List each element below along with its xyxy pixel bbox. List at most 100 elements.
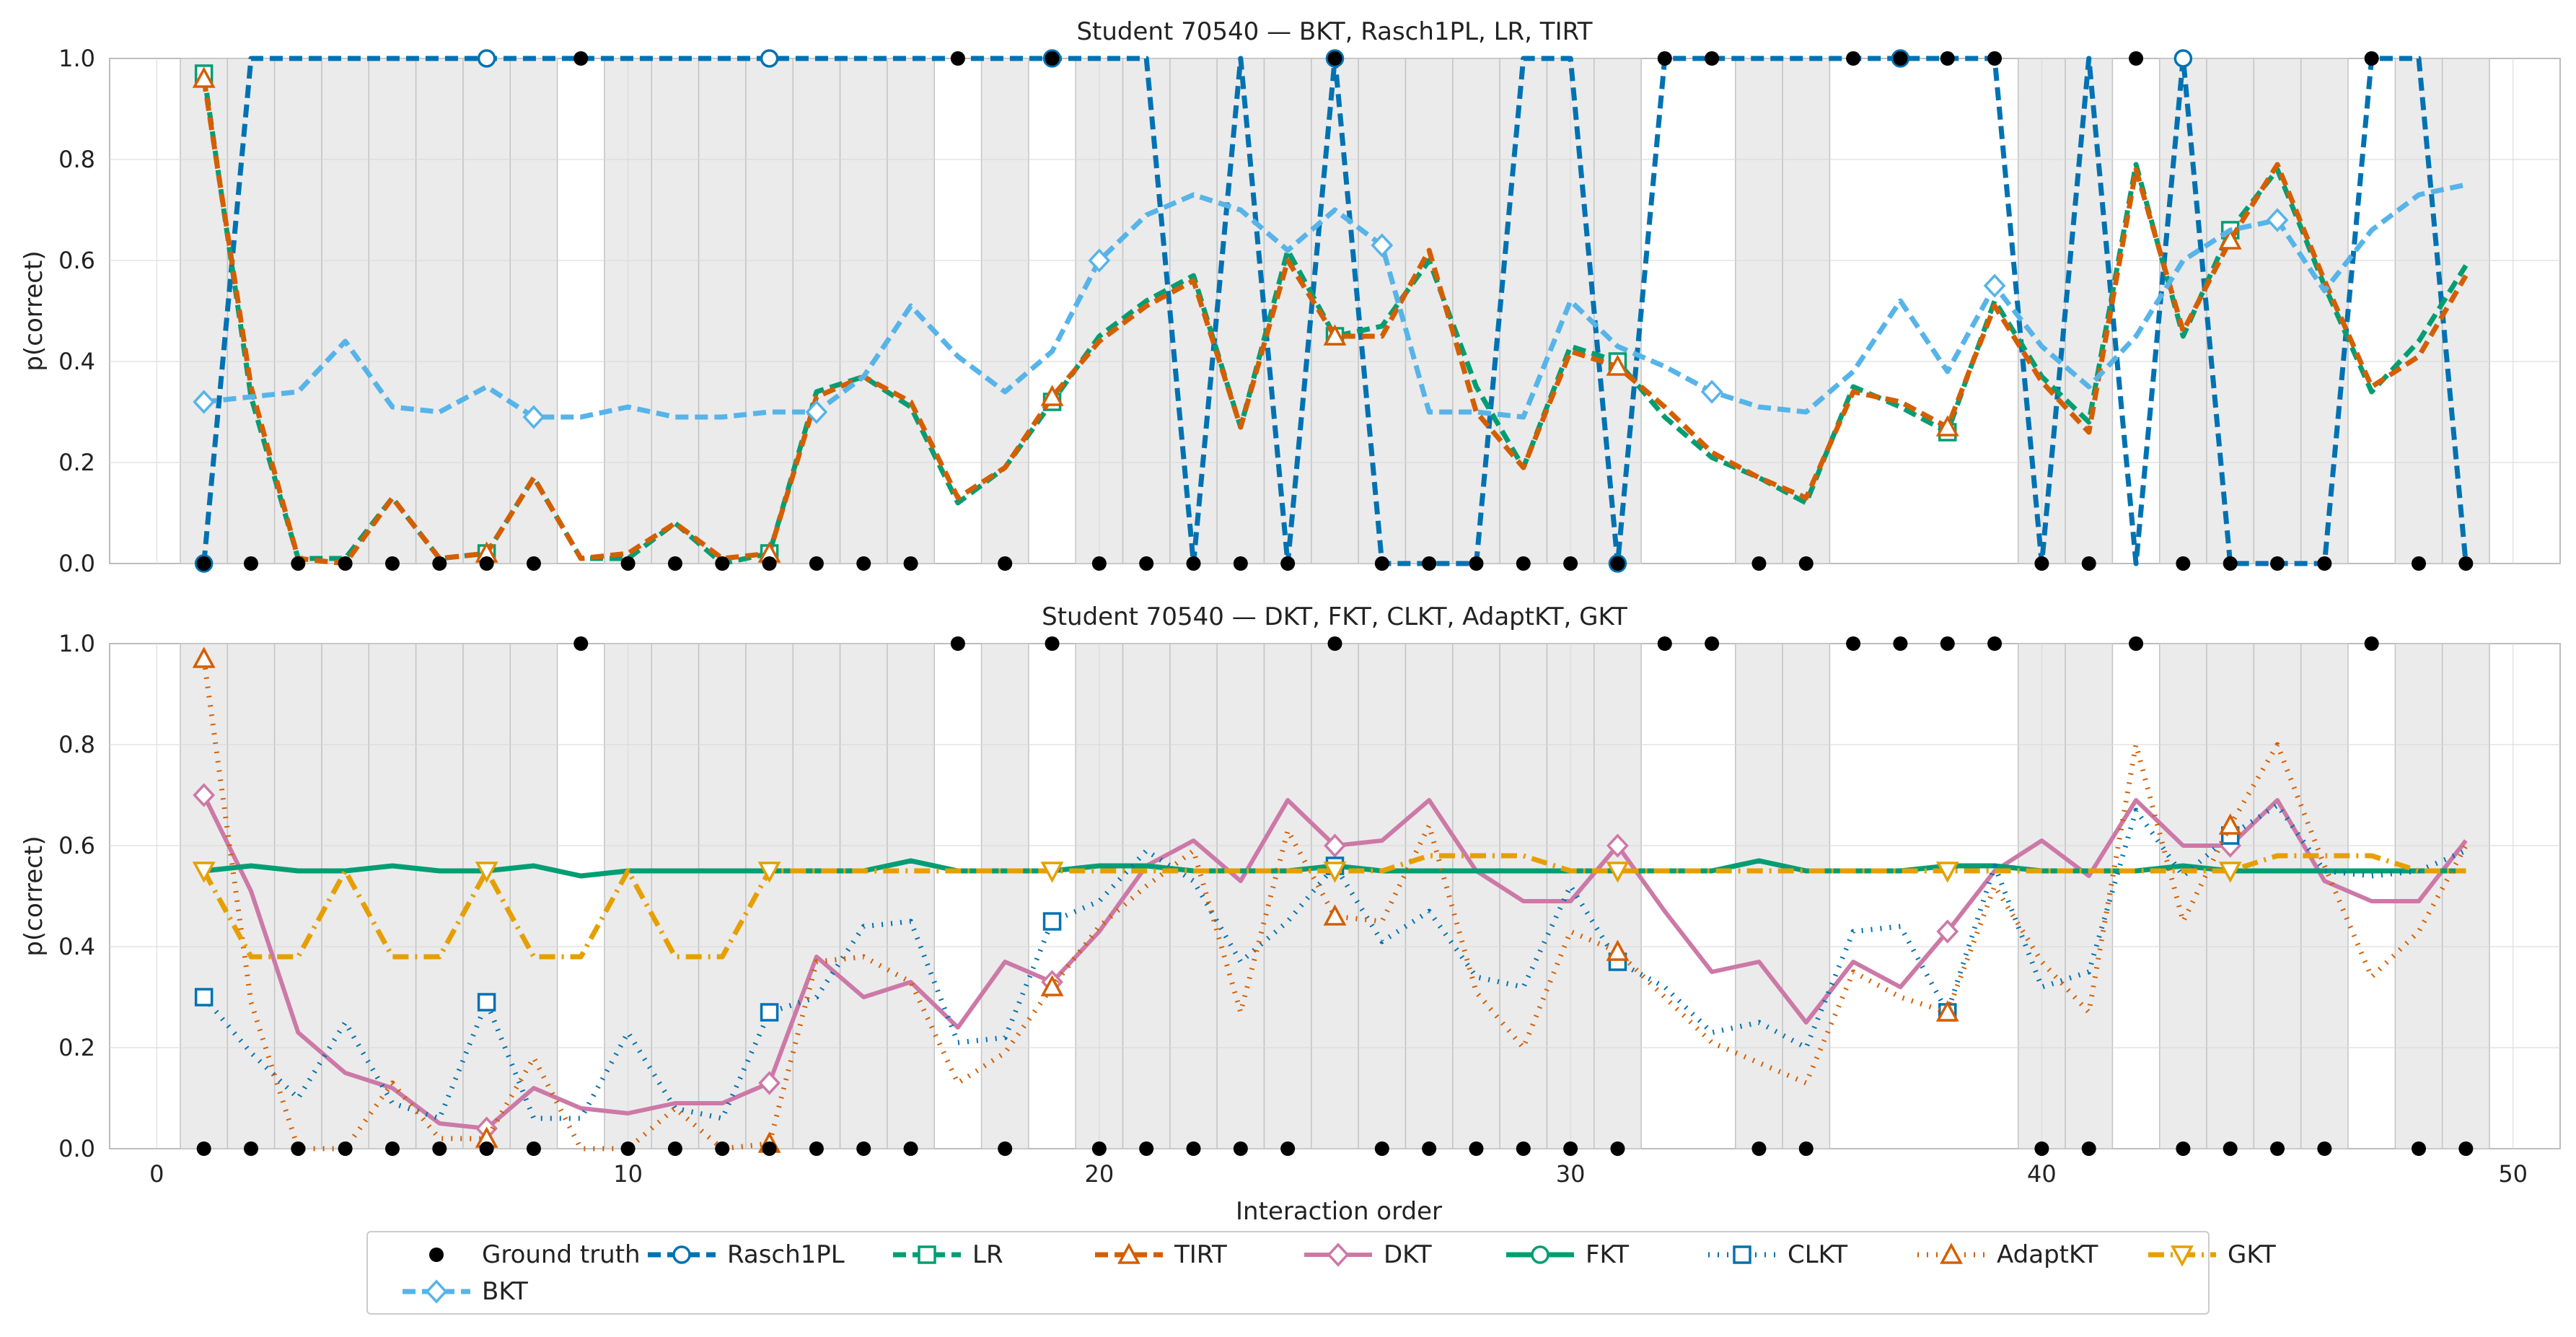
top-chart-title: Student 70540 — BKT, Rasch1PL, LR, TIRT (1076, 17, 1592, 46)
ground-truth-point (1280, 1141, 1296, 1156)
legend-marker (425, 1279, 448, 1304)
marker-tirt (1040, 385, 1064, 406)
ground-truth-point (1422, 1141, 1437, 1156)
legend-marker (1733, 1245, 1751, 1264)
marker-bkt (805, 400, 828, 424)
ground-truth-point (1045, 51, 1060, 66)
ground-truth-point (2317, 1141, 2332, 1156)
shaded-band-18 (980, 58, 1029, 564)
ground-truth-point (1705, 636, 1720, 651)
ground-truth-point (1846, 636, 1861, 651)
x-tick-label: 20 (1085, 1160, 1115, 1188)
bottom-y-ticks: 0.0 0.2 0.4 0.6 0.8 1.0 (58, 630, 95, 1162)
shaded-band-11 (651, 643, 700, 1149)
marker-adaptkt (2218, 813, 2242, 835)
shaded-band-43 (2158, 58, 2207, 564)
ground-truth-point (2081, 1141, 2096, 1156)
legend: Ground truth Rasch1PL LR TIRT DKT FKT CLKT Adap… (366, 1231, 2276, 1315)
legend-label: FKT (1586, 1240, 1629, 1269)
shaded-band-6 (415, 643, 464, 1149)
shaded-band-7 (462, 58, 511, 564)
ground-truth-point (1940, 636, 1955, 651)
shaded-band-16 (887, 643, 935, 1149)
y-tick-label: 0.6 (58, 832, 95, 859)
top-y-axis-label: p(correct) (19, 250, 48, 371)
ground-truth-point (432, 556, 447, 571)
ground-truth-point (573, 51, 589, 66)
ground-truth-point (2270, 556, 2285, 571)
ground-truth-point (1798, 1141, 1814, 1156)
legend-item-lr: LR (887, 1236, 1003, 1274)
shaded-band-48 (2394, 643, 2443, 1149)
ground-truth-point (1139, 1141, 1154, 1156)
bottom-x-axis-label: Interaction order (1236, 1197, 1442, 1226)
ground-truth-point (1327, 636, 1342, 651)
ground-truth-point (809, 556, 824, 571)
ground-truth-point (384, 1141, 400, 1156)
legend-swatch (1304, 1242, 1372, 1267)
legend-swatch (648, 1245, 716, 1264)
ground-truth-point (1657, 51, 1672, 66)
ground-truth-point (338, 1141, 353, 1156)
marker-bkt (2266, 208, 2289, 232)
shaded-band-35 (1782, 58, 1831, 564)
shaded-band-23 (1216, 643, 1265, 1149)
legend-label: BKT (482, 1277, 528, 1306)
ground-truth-point (384, 556, 400, 571)
x-tick-label: 30 (1556, 1160, 1586, 1188)
legend-item-gkt: GKT (2142, 1236, 2276, 1274)
legend-label: CLKT (1788, 1240, 1848, 1269)
legend-label: Rasch1PL (727, 1240, 845, 1269)
legend-item-rasch1pl: Rasch1PL (642, 1236, 845, 1274)
marker-clkt (477, 993, 496, 1012)
marker-tirt (1323, 324, 1347, 346)
shaded-band-27 (1405, 643, 1454, 1149)
ground-truth-point (1516, 556, 1531, 571)
ground-truth-point (2223, 556, 2238, 571)
series-line-clkt (201, 802, 2467, 1121)
shaded-band-34 (1735, 643, 1783, 1149)
y-tick-label: 0.4 (58, 933, 95, 960)
legend-marker (672, 1245, 691, 1264)
legend-marker (2171, 1245, 2194, 1267)
legend-swatch (893, 1245, 961, 1264)
shaded-band-4 (321, 58, 370, 564)
ground-truth-point (2364, 636, 2379, 651)
marker-tirt (192, 66, 216, 88)
ground-truth-point (526, 556, 541, 571)
x-tick-label: 50 (2498, 1160, 2528, 1188)
ground-truth-point (1657, 636, 1672, 651)
shaded-band-31 (1593, 58, 1642, 564)
marker-tirt (1935, 415, 1959, 437)
shaded-band-12 (698, 58, 747, 564)
legend-label: DKT (1384, 1240, 1432, 1269)
shaded-band-22 (1169, 643, 1218, 1149)
marker-bkt (193, 390, 216, 414)
shaded-band-44 (2206, 643, 2255, 1149)
shaded-band-21 (1122, 643, 1171, 1149)
legend-marker (1531, 1245, 1549, 1264)
ground-truth-point (2176, 556, 2191, 571)
ground-truth-point (1987, 51, 2003, 66)
ground-truth-point (2034, 556, 2049, 571)
ground-truth-point (715, 1141, 730, 1156)
shaded-band-16 (887, 58, 935, 564)
ground-truth-point (2458, 556, 2474, 571)
legend-item-clkt: CLKT (1702, 1236, 1847, 1274)
bottom-panel: 0.0 0.2 0.4 0.6 0.8 1.0 0 10 20 30 40 50 Student 7… (19, 602, 2561, 1226)
ground-truth-point (526, 1141, 541, 1156)
top-y-ticks: 0.0 0.2 0.4 0.6 0.8 1.0 (58, 45, 95, 577)
ground-truth-point (1940, 51, 1955, 66)
y-tick-label: 0.2 (58, 449, 95, 476)
legend-label: TIRT (1174, 1240, 1227, 1269)
ground-truth-point (1563, 556, 1578, 571)
ground-truth-point (620, 556, 636, 571)
ground-truth-point (856, 556, 871, 571)
ground-truth-point (573, 636, 589, 651)
ground-truth-point (2412, 556, 2427, 571)
marker-clkt (1042, 912, 1062, 931)
y-tick-label: 0.0 (58, 550, 95, 577)
legend-item-bkt: BKT (397, 1273, 528, 1310)
shaded-band-45 (2253, 58, 2302, 564)
y-tick-label: 0.8 (58, 731, 95, 758)
